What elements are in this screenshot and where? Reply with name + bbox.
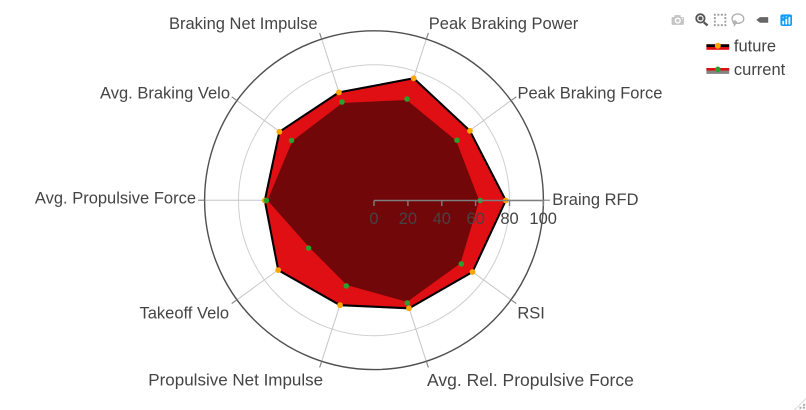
svg-text:40: 40 [433, 210, 451, 228]
svg-text:Peak Braking Power: Peak Braking Power [429, 15, 579, 33]
svg-text:Avg. Rel. Propulsive Force: Avg. Rel. Propulsive Force [427, 370, 634, 390]
svg-text:current: current [734, 61, 786, 79]
svg-text:Braking Net Impulse: Braking Net Impulse [169, 15, 318, 33]
svg-text:Avg. Propulsive Force: Avg. Propulsive Force [35, 190, 196, 208]
svg-text:60: 60 [466, 210, 484, 228]
svg-text:0: 0 [369, 210, 378, 228]
svg-text:100: 100 [529, 210, 557, 228]
svg-text:Avg. Braking Velo: Avg. Braking Velo [100, 85, 230, 103]
svg-text:Braing RFD: Braing RFD [552, 191, 638, 209]
svg-text:future: future [734, 37, 776, 55]
svg-text:RSI: RSI [517, 304, 545, 322]
svg-text:20: 20 [399, 210, 417, 228]
svg-text:80: 80 [500, 210, 518, 228]
svg-text:Peak Braking Force: Peak Braking Force [518, 85, 663, 103]
svg-text:Takeoff Velo: Takeoff Velo [139, 304, 229, 322]
svg-text:Propulsive Net Impulse: Propulsive Net Impulse [148, 370, 323, 389]
